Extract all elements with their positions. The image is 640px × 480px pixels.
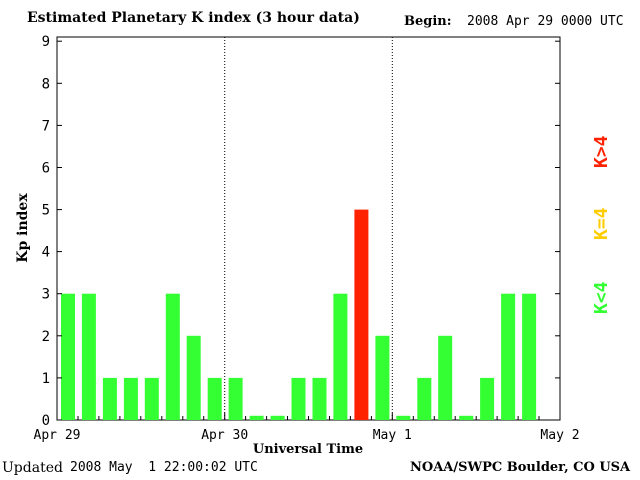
y-tick-label: 3 [42,287,50,303]
footer-updated-value: 2008 May 1 22:00:02 UTC [70,460,258,475]
kp-bar [501,293,516,420]
kp-bar [459,415,474,420]
x-tick-label: Apr 29 [34,428,81,443]
kp-bar [81,293,96,420]
legend-high: K>4 [591,135,612,168]
day-separators [224,37,393,420]
y-axis: 0 1 2 3 4 5 6 7 8 9 [42,34,560,429]
y-tick-label: 9 [42,34,50,50]
kp-bar [396,415,411,420]
y-tick-label: 0 [42,413,50,429]
kp-bar [186,335,201,420]
kp-bar [333,293,348,420]
footer-source: NOAA/SWPC Boulder, CO USA [410,460,631,475]
begin-value: 2008 Apr 29 0000 UTC [467,14,624,29]
kp-bar [522,293,537,420]
x-tick-label: Apr 30 [201,428,248,443]
y-axis-title: Kp index [15,193,31,263]
y-tick-label: 4 [42,245,50,261]
kp-bar [228,377,243,420]
footer-updated-label: Updated [2,460,63,476]
chart-title: Estimated Planetary K index (3 hour data… [27,10,360,26]
kp-bar [102,377,117,420]
kp-bar [438,335,453,420]
x-axis: Apr 29 Apr 30 May 1 May 2 [34,413,580,443]
plot-frame [56,36,561,421]
kp-bar [123,377,138,420]
kp-bar [165,293,180,420]
x-tick-label: May 1 [373,428,412,443]
kp-bar [312,377,327,420]
x-axis-title: Universal Time [253,442,363,457]
kp-bar [207,377,222,420]
kp-bar [354,209,369,420]
legend-low: K<4 [591,281,612,314]
y-tick-label: 1 [42,371,50,387]
kp-bar [270,415,285,420]
begin-label: Begin: [404,14,452,29]
y-tick-label: 7 [42,118,50,134]
y-tick-label: 8 [42,76,50,92]
kp-bar [375,335,390,420]
y-tick-label: 6 [42,161,50,177]
y-tick-label: 5 [42,203,50,219]
kp-bar [291,377,306,420]
bars [61,209,537,420]
y-tick-label: 2 [42,329,50,345]
legend-equal: K=4 [591,207,612,240]
kp-bar [61,293,75,420]
x-tick-label: May 2 [540,428,579,443]
kp-bar [417,377,432,420]
kp-bar [480,377,495,420]
kp-bar [249,415,264,420]
kp-bar [144,377,159,420]
